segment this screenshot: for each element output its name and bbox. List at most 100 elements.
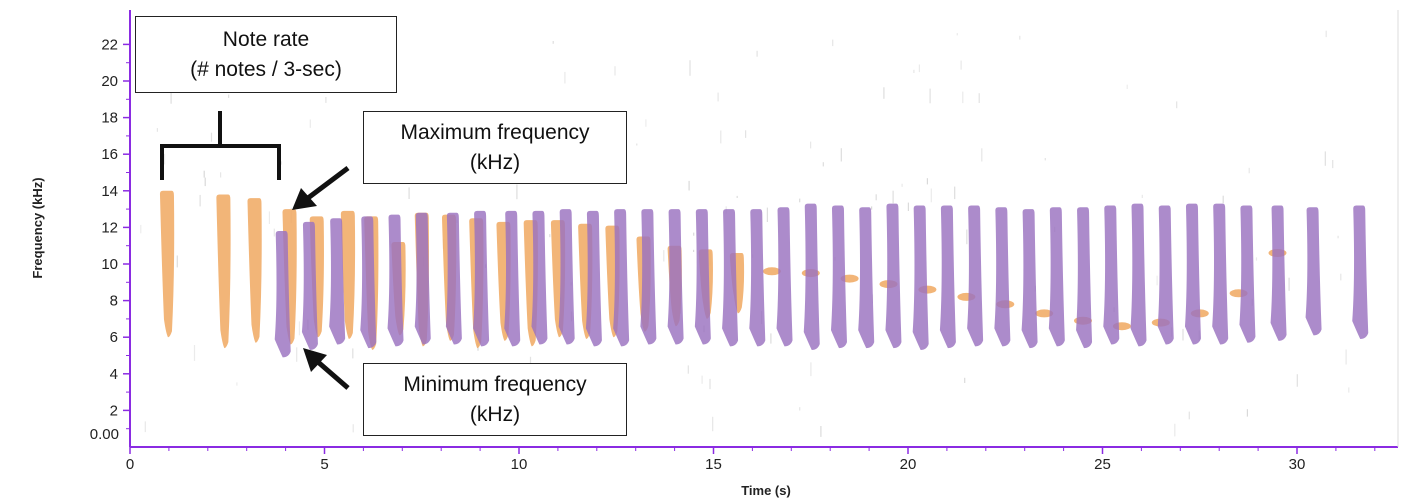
noise-speck (840, 148, 842, 162)
noise-speck (1288, 277, 1290, 291)
noise-speck (1246, 409, 1248, 417)
y-tick-label: 12 (101, 219, 118, 236)
noise-speck (701, 375, 703, 384)
series-b-note (504, 210, 521, 347)
series-b-note (1076, 207, 1093, 349)
noise-speck (745, 130, 747, 138)
noise-speck (1141, 194, 1143, 198)
series-b-note (858, 207, 875, 349)
noise-speck (1324, 151, 1326, 166)
series-b-note (1270, 205, 1287, 341)
noise-speck (156, 128, 158, 132)
noise-speck (766, 207, 768, 222)
noise-speck (960, 60, 962, 70)
noise-speck (352, 424, 354, 433)
noise-speck (144, 421, 146, 433)
max-frequency-annotation-line1: Maximum frequency (400, 121, 590, 144)
series-b-note (1352, 205, 1369, 340)
noise-speck (1325, 30, 1327, 38)
noise-speck (552, 41, 554, 44)
note-rate-annotation-line1: Note rate (222, 28, 310, 51)
noise-speck (709, 378, 711, 390)
series-b-note (613, 209, 630, 347)
noise-speck (236, 382, 238, 386)
x-tick-label: 25 (1094, 456, 1111, 473)
series-b-note (585, 210, 602, 347)
series-b-note (667, 209, 684, 345)
noise-speck (871, 206, 873, 210)
y-origin-label: 0.00 (90, 426, 119, 443)
noise-speck (892, 190, 894, 204)
noise-speck (549, 234, 551, 238)
x-axis-ticks: 0 5 10 15 20 25 30 (126, 447, 1376, 473)
noise-speck (268, 211, 270, 224)
x-tick-label: 0 (126, 456, 134, 473)
y-tick-label: 6 (110, 329, 118, 346)
noise-speck (966, 229, 968, 245)
noise-speck (810, 141, 812, 149)
y-tick-label: 14 (101, 183, 118, 200)
series-b-note (1184, 203, 1201, 345)
series-b-note (1021, 209, 1038, 349)
noise-speck (529, 356, 532, 366)
noise-speck (220, 172, 222, 178)
min-frequency-annotation-line1: Minimum frequency (403, 373, 587, 396)
series-b-note (1212, 203, 1229, 345)
noise-speck (164, 153, 166, 165)
series-b-note (360, 216, 377, 349)
series-b-note (445, 212, 462, 345)
series-b-note (1239, 205, 1256, 343)
noise-speck (1044, 158, 1046, 161)
series-b-note (722, 209, 739, 347)
noise-speck (930, 188, 932, 203)
noise-speck (1248, 167, 1250, 174)
series-b-note (1103, 205, 1120, 345)
noise-speck (799, 407, 801, 411)
min-frequency-arrow (303, 348, 350, 390)
note-rate-annotation: Note rate (# notes / 3-sec) (135, 16, 397, 93)
series-b-note (1048, 207, 1065, 347)
noise-speck (978, 93, 980, 103)
x-axis-title: Time (s) (741, 483, 791, 498)
noise-speck (688, 180, 690, 191)
series-b-note (301, 221, 318, 351)
noise-speck (1222, 195, 1224, 204)
noise-speck (832, 39, 834, 47)
noise-speck (1188, 411, 1190, 420)
noise-speck (1332, 160, 1334, 169)
noise-speck (799, 198, 801, 203)
noise-speck (736, 195, 738, 198)
noise-speck (962, 91, 964, 104)
noise-speck (981, 148, 983, 162)
series-a-note (216, 194, 231, 349)
y-tick-label: 10 (101, 256, 118, 273)
y-tick-label: 4 (110, 366, 118, 383)
y-tick-label: 22 (101, 36, 118, 53)
noise-speck (717, 92, 719, 102)
noise-speck (693, 249, 695, 252)
noise-speck (907, 202, 909, 211)
series-b-notes (274, 203, 1369, 358)
series-b-note (776, 207, 793, 347)
noise-speck (770, 333, 772, 344)
series-b-note (414, 212, 431, 345)
noise-speck (408, 187, 410, 199)
noise-speck (352, 348, 354, 359)
noise-speck (929, 88, 931, 104)
series-b-note (994, 207, 1011, 347)
noise-speck (140, 224, 142, 234)
noise-speck (210, 132, 213, 142)
series-a-note (247, 198, 262, 343)
max-frequency-annotation: Maximum frequency (kHz) (363, 111, 627, 184)
noise-speck (687, 365, 689, 374)
noise-speck (298, 321, 300, 336)
series-b-note (274, 231, 291, 358)
noise-speck (204, 177, 206, 187)
series-b-note (939, 205, 956, 349)
series-b-note (531, 210, 548, 345)
note-rate-bracket (160, 111, 281, 180)
x-tick-label: 20 (900, 456, 917, 473)
noise-speck (820, 426, 822, 437)
noise-speck (693, 232, 695, 236)
